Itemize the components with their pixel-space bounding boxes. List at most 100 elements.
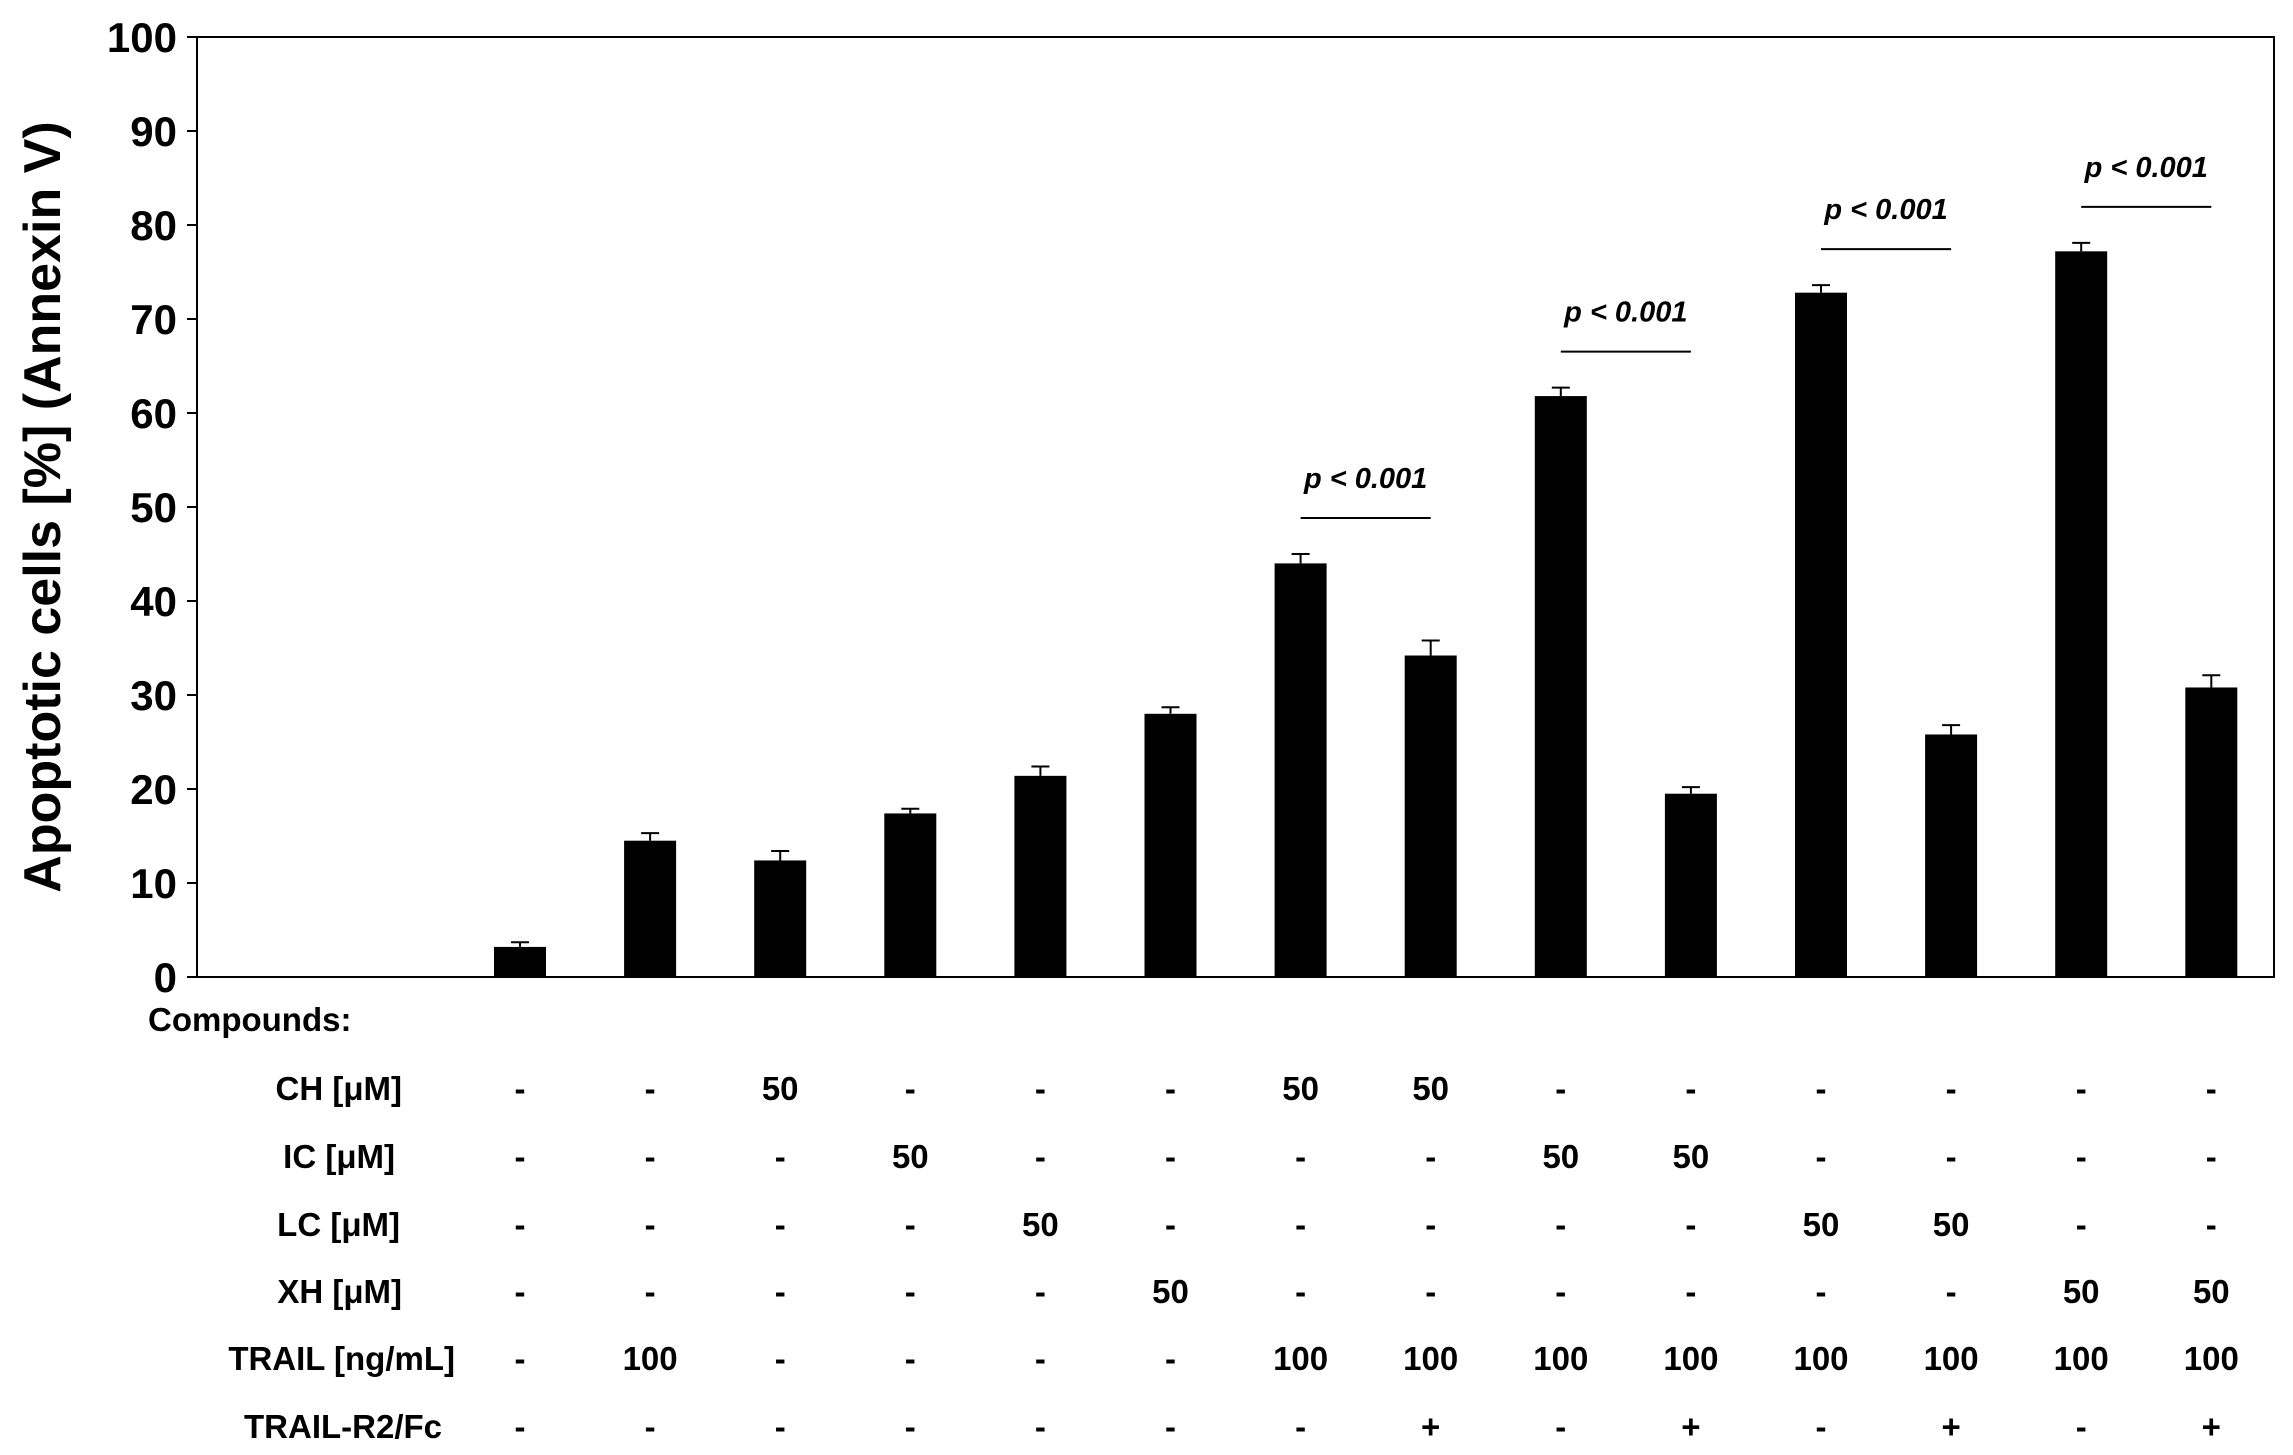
table-cell: 50 xyxy=(1022,1206,1059,1243)
p-value-label: p < 0.001 xyxy=(2084,152,2208,184)
y-tick-label: 20 xyxy=(130,766,177,813)
table-row-label: CH [μM] xyxy=(276,1070,403,1107)
y-tick-label: 70 xyxy=(130,296,177,343)
y-tick-label: 90 xyxy=(130,108,177,155)
table-cell: - xyxy=(515,1408,526,1445)
table-cell: - xyxy=(1165,1408,1176,1445)
table-cell: - xyxy=(645,1206,656,1243)
compounds-header: Compounds: xyxy=(148,1001,351,1038)
table-cell: - xyxy=(1685,1206,1696,1243)
table-cell: 50 xyxy=(1803,1206,1840,1243)
table-cell: - xyxy=(1425,1206,1436,1243)
table-cell: - xyxy=(905,1206,916,1243)
table-cell: - xyxy=(775,1206,786,1243)
significance-annotations: p < 0.001 p < 0.001 p < 0.001 p < 0.001 xyxy=(1300,152,2212,519)
table-cell: - xyxy=(1165,1340,1176,1377)
table-cell: - xyxy=(1295,1408,1306,1445)
bar xyxy=(1274,563,1327,977)
table-cell: - xyxy=(1816,1408,1827,1445)
table-cell: 50 xyxy=(1282,1070,1319,1107)
table-cell: 50 xyxy=(1412,1070,1449,1107)
table-cell: - xyxy=(2076,1408,2087,1445)
table-cell: 50 xyxy=(2193,1273,2230,1310)
table-cell: - xyxy=(1035,1138,1046,1175)
table-cell: - xyxy=(1165,1138,1176,1175)
table-cell: - xyxy=(1035,1070,1046,1107)
table-cell: 50 xyxy=(1152,1273,1189,1310)
table-cell: - xyxy=(1816,1070,1827,1107)
table-cell: 100 xyxy=(2054,1340,2109,1377)
y-tick-label: 10 xyxy=(130,860,177,907)
table-cell: - xyxy=(515,1340,526,1377)
table-cell: 50 xyxy=(1542,1138,1579,1175)
table-cell: 100 xyxy=(1273,1340,1328,1377)
table-cell: - xyxy=(515,1070,526,1107)
table-cell: - xyxy=(775,1340,786,1377)
table-cell: - xyxy=(2206,1206,2217,1243)
table-cell: - xyxy=(1816,1138,1827,1175)
table-cell: 100 xyxy=(623,1340,678,1377)
table-cell: - xyxy=(2076,1070,2087,1107)
table-cell: - xyxy=(515,1273,526,1310)
y-axis: 0 10 20 30 40 50 60 70 80 90 100 xyxy=(107,14,197,1001)
table-cell: - xyxy=(1946,1070,1957,1107)
y-tick-label: 30 xyxy=(130,672,177,719)
bar xyxy=(494,946,546,977)
table-cell: - xyxy=(515,1138,526,1175)
table-cell: - xyxy=(1035,1340,1046,1377)
table-cell: - xyxy=(905,1408,916,1445)
p-value-label: p < 0.001 xyxy=(1303,463,1427,495)
table-cell: - xyxy=(1295,1206,1306,1243)
table-cell: 50 xyxy=(1933,1206,1970,1243)
table-cell: - xyxy=(1295,1273,1306,1310)
table-cell: - xyxy=(1295,1138,1306,1175)
p-value-label: p < 0.001 xyxy=(1823,194,1947,226)
bar xyxy=(1144,713,1197,977)
table-cell: - xyxy=(2206,1070,2217,1107)
y-axis-label: Apoptotic cells [%] (Annexin V) xyxy=(14,121,72,892)
table-cell: - xyxy=(1425,1138,1436,1175)
bar xyxy=(1664,793,1717,977)
y-tick-label: 0 xyxy=(154,954,177,1001)
table-cell: - xyxy=(1425,1273,1436,1310)
bar xyxy=(1534,396,1587,978)
table-cell: - xyxy=(1685,1070,1696,1107)
table-cell: 100 xyxy=(1403,1340,1458,1377)
table-cell: - xyxy=(645,1070,656,1107)
table-cell: - xyxy=(905,1340,916,1377)
bar xyxy=(754,860,807,977)
table-cell: - xyxy=(905,1273,916,1310)
table-cell: - xyxy=(775,1138,786,1175)
table-cell: - xyxy=(1555,1408,1566,1445)
table-cell: 100 xyxy=(1793,1340,1848,1377)
table-cell: - xyxy=(645,1408,656,1445)
bar xyxy=(884,813,937,977)
bar xyxy=(624,840,677,977)
table-cell: - xyxy=(2076,1206,2087,1243)
table-row-label: XH [μM] xyxy=(277,1273,402,1310)
p-value-label: p < 0.001 xyxy=(1563,297,1687,329)
table-cell: 50 xyxy=(762,1070,799,1107)
y-tick-label: 100 xyxy=(107,14,177,61)
table-cell: + xyxy=(1421,1408,1440,1445)
table-cell: - xyxy=(775,1408,786,1445)
table-row-label: TRAIL [ng/mL] xyxy=(228,1340,455,1377)
table-cell: - xyxy=(1685,1273,1696,1310)
table-cell: - xyxy=(1816,1273,1827,1310)
table-cell: - xyxy=(1165,1070,1176,1107)
table-cell: - xyxy=(1165,1206,1176,1243)
treatment-table: CH [μM] - - 50 - - - 50 50 - - - - - - IC [μM] - - - 50 - - - -… xyxy=(228,1070,2239,1445)
bar xyxy=(1795,292,1847,977)
table-cell: - xyxy=(1035,1273,1046,1310)
bar xyxy=(1925,734,1978,977)
table-row-label: IC [μM] xyxy=(283,1138,395,1175)
table-cell: 50 xyxy=(892,1138,929,1175)
table-cell: - xyxy=(1946,1273,1957,1310)
table-cell: - xyxy=(1946,1138,1957,1175)
table-cell: - xyxy=(2206,1138,2217,1175)
table-cell: - xyxy=(775,1273,786,1310)
table-cell: - xyxy=(1555,1273,1566,1310)
table-cell: 50 xyxy=(2063,1273,2100,1310)
table-cell: 100 xyxy=(1663,1340,1718,1377)
